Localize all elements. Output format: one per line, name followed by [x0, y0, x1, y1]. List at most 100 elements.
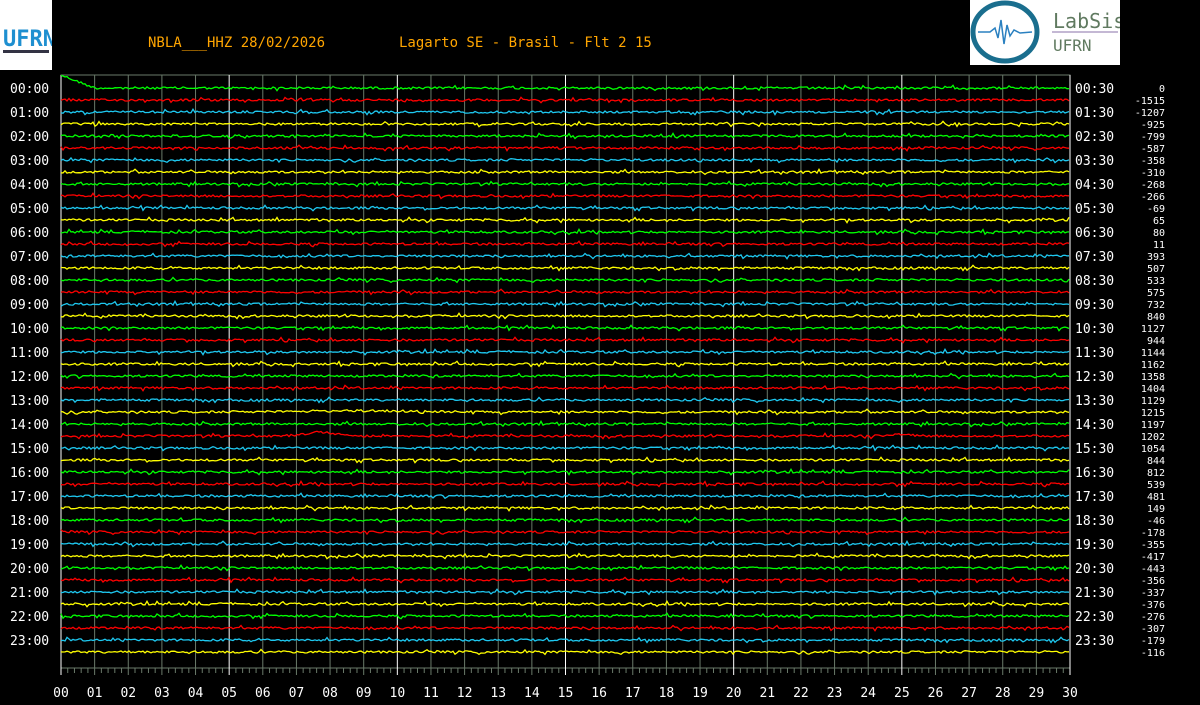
seismic-trace	[60, 396, 1070, 404]
right-time-label: 10:30	[1075, 322, 1114, 337]
right-time-label: 00:30	[1075, 82, 1114, 97]
seismic-trace	[60, 624, 1070, 632]
trace-offset-label: 539	[1147, 480, 1165, 491]
seismic-trace	[60, 516, 1070, 524]
right-time-label: 13:30	[1075, 394, 1114, 409]
seismic-trace	[60, 168, 1070, 176]
trace-offset-label: -307	[1141, 624, 1165, 635]
left-time-label: 14:00	[10, 418, 49, 433]
x-tick-label: 10	[390, 686, 406, 701]
right-time-label: 06:30	[1075, 226, 1114, 241]
x-tick-label: 19	[692, 686, 708, 701]
trace-offset-label: -276	[1141, 612, 1165, 623]
trace-offset-label: 1162	[1141, 360, 1165, 371]
x-tick-label: 07	[289, 686, 305, 701]
seismic-trace	[60, 444, 1069, 452]
seismic-trace	[60, 180, 1070, 188]
seismic-trace	[60, 492, 1070, 500]
seismic-trace	[60, 540, 1070, 548]
x-tick-label: 28	[995, 686, 1011, 701]
left-time-label: 15:00	[10, 442, 49, 457]
seismic-trace	[60, 216, 1070, 224]
seismic-trace	[60, 288, 1070, 296]
right-time-label: 16:30	[1075, 466, 1114, 481]
seismic-trace	[60, 108, 1070, 116]
x-tick-label: 23	[827, 686, 843, 701]
trace-offset-label: -1207	[1135, 108, 1165, 119]
left-time-label: 01:00	[10, 106, 49, 121]
right-time-label: 01:30	[1075, 106, 1114, 121]
right-time-label: 15:30	[1075, 442, 1114, 457]
trace-offset-label: 812	[1147, 468, 1165, 479]
x-tick-label: 29	[1029, 686, 1045, 701]
trace-offset-label: 1202	[1141, 432, 1165, 443]
right-time-label: 07:30	[1075, 250, 1114, 265]
right-time-label: 12:30	[1075, 370, 1114, 385]
seismic-trace	[60, 192, 1070, 200]
seismic-trace	[60, 479, 1070, 488]
seismic-trace	[60, 336, 1070, 344]
seismic-trace	[60, 576, 1070, 584]
labsis-logo-subtext: UFRN	[1053, 36, 1092, 55]
trace-offset-label: -266	[1141, 192, 1165, 203]
x-tick-label: 26	[928, 686, 944, 701]
trace-offset-label: 844	[1147, 456, 1165, 467]
seismic-trace	[60, 599, 1070, 608]
seismic-trace	[60, 648, 1070, 656]
left-time-label: 05:00	[10, 202, 49, 217]
trace-offset-label: 1129	[1141, 396, 1165, 407]
x-tick-label: 11	[423, 686, 439, 701]
x-tick-label: 18	[659, 686, 675, 701]
left-time-label: 08:00	[10, 274, 49, 289]
x-tick-label: 01	[87, 686, 103, 701]
left-time-label: 00:00	[10, 82, 49, 97]
trace-offset-label: 11	[1153, 240, 1165, 251]
left-time-label: 17:00	[10, 490, 49, 505]
seismic-trace	[60, 372, 1070, 380]
left-time-label: 11:00	[10, 346, 49, 361]
ufrn-logo-text: UFRN	[3, 27, 52, 52]
seismic-trace	[60, 408, 1070, 416]
trace-offset-label: 80	[1153, 228, 1165, 239]
seismic-trace	[60, 264, 1070, 272]
trace-offset-label: -587	[1141, 144, 1165, 155]
seismic-trace	[60, 324, 1070, 332]
seismic-trace	[60, 96, 1070, 104]
x-tick-label: 06	[255, 686, 271, 701]
x-tick-label: 02	[120, 686, 136, 701]
seismic-trace	[60, 384, 1070, 392]
seismic-trace	[60, 74, 1070, 92]
left-time-label: 19:00	[10, 538, 49, 553]
seismic-trace	[60, 312, 1070, 320]
trace-offset-label: -417	[1141, 552, 1165, 563]
x-tick-label: 20	[726, 686, 742, 701]
trace-offset-label: -178	[1141, 528, 1165, 539]
right-time-label: 22:30	[1075, 610, 1114, 625]
ufrn-logo: UFRN	[0, 0, 56, 70]
seismic-trace	[60, 120, 1070, 128]
trace-offset-label: -69	[1147, 204, 1165, 215]
seismic-trace	[60, 360, 1070, 368]
seismic-trace	[60, 252, 1070, 260]
left-time-label: 20:00	[10, 562, 49, 577]
trace-offset-label: 1358	[1141, 372, 1165, 383]
left-time-label: 06:00	[10, 226, 49, 241]
right-time-label: 09:30	[1075, 298, 1114, 313]
trace-offset-label: 575	[1147, 288, 1165, 299]
trace-offset-label: -116	[1141, 648, 1165, 659]
x-tick-label: 14	[524, 686, 540, 701]
left-time-label: 10:00	[10, 322, 49, 337]
trace-offset-label: -376	[1141, 600, 1165, 611]
x-tick-label: 30	[1062, 686, 1078, 701]
x-tick-label: 15	[558, 686, 574, 701]
labsis-logo: LabSis UFRN	[970, 0, 1125, 65]
trace-offset-label: -179	[1141, 636, 1165, 647]
right-time-label: 11:30	[1075, 346, 1114, 361]
seismic-trace	[60, 467, 1070, 476]
seismic-trace	[60, 300, 1070, 308]
trace-offset-label: 0	[1159, 84, 1165, 95]
left-time-label: 12:00	[10, 370, 49, 385]
trace-offset-label: -799	[1141, 132, 1165, 143]
left-time-label: 03:00	[10, 154, 49, 169]
